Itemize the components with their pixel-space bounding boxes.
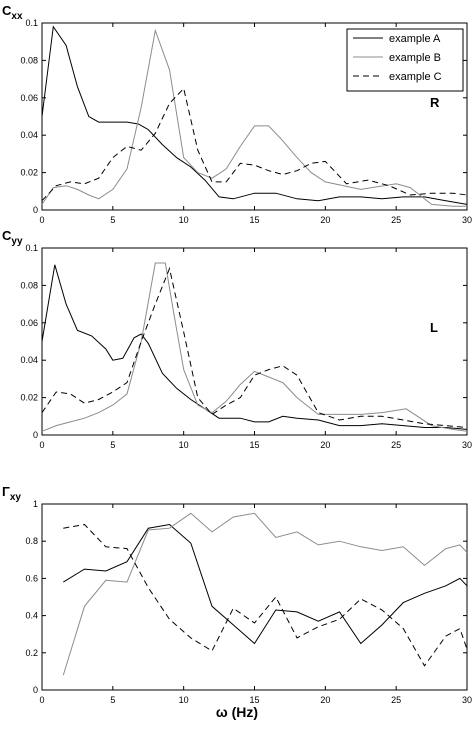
panel-annotation: L	[430, 320, 438, 335]
x-tick-label: 15	[249, 695, 259, 705]
y-tick-label: 0.4	[25, 611, 38, 621]
y-tick-label: 0.8	[25, 536, 38, 546]
panel-3: 0 5 10 15 20 25 30 0 0.2 0.4 0.6 0.8 1 Γxy	[2, 484, 472, 705]
series-line-example-c	[63, 523, 468, 667]
x-tick-label: 10	[179, 215, 189, 225]
y-tick-label: 0.04	[20, 130, 38, 140]
y-tick-label: 0.6	[25, 573, 38, 583]
series-line-example-b	[41, 262, 468, 432]
x-tick-label: 30	[462, 440, 472, 450]
x-tick-label: 0	[39, 695, 44, 705]
y-tick-label: 0	[33, 685, 38, 695]
y-tick-label: 0.2	[25, 648, 38, 658]
x-tick-label: 10	[179, 695, 189, 705]
x-tick-label: 5	[110, 215, 115, 225]
x-tick-label: 15	[249, 440, 259, 450]
panel-annotation: R	[430, 95, 440, 110]
y-axis-label: Γxy	[2, 484, 21, 503]
y-tick-label: 0.1	[25, 243, 38, 253]
legend-box	[346, 28, 464, 92]
series-line-example-c	[41, 266, 468, 428]
x-tick-label: 25	[391, 215, 401, 225]
x-tick-label: 5	[110, 695, 115, 705]
y-tick-label: 0.08	[20, 55, 38, 65]
series-line-example-a	[41, 264, 468, 430]
series-line-example-b	[62, 512, 468, 676]
y-tick-label: 0	[33, 205, 38, 215]
x-tick-label: 10	[179, 440, 189, 450]
y-axis-label: Cxx	[2, 3, 23, 22]
y-tick-label: 0.02	[20, 393, 38, 403]
x-tick-label: 20	[320, 695, 330, 705]
legend-label: example B	[389, 52, 441, 64]
legend-label: example A	[389, 33, 441, 45]
x-tick-label: 25	[391, 695, 401, 705]
y-tick-label: 0.1	[25, 18, 38, 28]
series-line-example-a	[41, 25, 468, 205]
plot-frame	[41, 503, 468, 691]
x-tick-label: 0	[39, 215, 44, 225]
y-tick-label: 1	[33, 499, 38, 509]
x-tick-label: 15	[249, 215, 259, 225]
x-tick-label: 25	[391, 440, 401, 450]
y-axis-label: Cyy	[2, 228, 23, 247]
legend: example A example B example C	[346, 28, 464, 92]
y-tick-label: 0.04	[20, 355, 38, 365]
x-tick-label: 20	[320, 215, 330, 225]
x-tick-label: 30	[462, 695, 472, 705]
x-axis-label: ω (Hz)	[216, 704, 258, 720]
x-tick-label: 0	[39, 440, 44, 450]
x-tick-label: 20	[320, 440, 330, 450]
y-tick-label: 0.06	[20, 93, 38, 103]
series-line-example-c	[41, 87, 468, 202]
plot-frame	[41, 247, 468, 436]
legend-label: example C	[389, 71, 442, 83]
series-line-example-b	[41, 28, 467, 207]
y-tick-label: 0	[33, 430, 38, 440]
y-tick-label: 0.08	[20, 280, 38, 290]
y-tick-label: 0.02	[20, 168, 38, 178]
x-tick-label: 5	[110, 440, 115, 450]
y-tick-label: 0.06	[20, 318, 38, 328]
x-tick-label: 30	[462, 215, 472, 225]
series-line-example-a	[63, 523, 468, 645]
